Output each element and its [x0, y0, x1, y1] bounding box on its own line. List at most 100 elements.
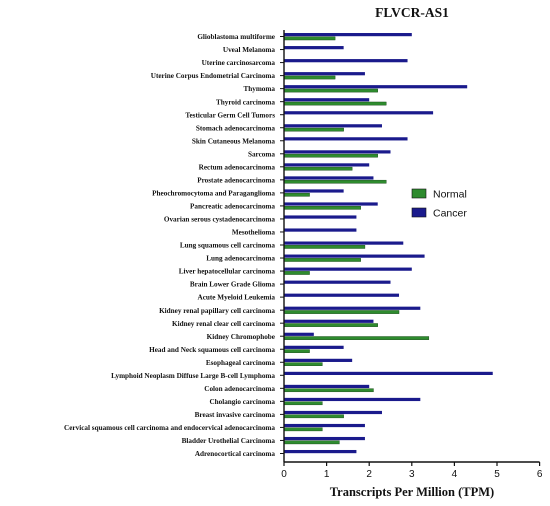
category-label: Cholangio carcinoma: [209, 398, 275, 406]
category-label: Bladder Urothelial Carcinoma: [182, 437, 276, 445]
bar-normal: [283, 127, 344, 132]
bar-cancer: [284, 397, 421, 402]
bar-normal: [283, 258, 361, 262]
bar-cancer: [284, 137, 408, 141]
bar-normal: [283, 427, 323, 432]
x-tick-label: 5: [494, 469, 500, 480]
category-label: Pheochromocytoma and Paraganglioma: [152, 189, 275, 197]
category-label: Ovarian serous cystadenocarcinoma: [164, 216, 276, 224]
category-label: Liver hepatocellular carcinoma: [179, 268, 276, 276]
category-label: Lung squamous cell carcinoma: [180, 242, 276, 250]
category-label: Head and Neck squamous cell carcinoma: [149, 346, 275, 354]
bar-cancer: [284, 241, 404, 245]
x-tick-label: 0: [281, 469, 287, 480]
bar-cancer: [284, 267, 412, 271]
bar-normal: [283, 336, 430, 340]
legend-swatch: [411, 188, 427, 199]
bar-normal: [283, 440, 340, 445]
bar-cancer: [284, 306, 421, 310]
bar-normal: [283, 414, 344, 419]
bar-normal: [283, 101, 387, 106]
category-label: Acute Myeloid Leukemia: [198, 294, 276, 302]
bar-normal: [283, 401, 323, 406]
bar-cancer: [284, 293, 400, 297]
category-label: Uveal Melanoma: [223, 46, 276, 54]
bar-cancer: [284, 449, 357, 454]
bar-cancer: [284, 124, 382, 128]
legend-swatch: [411, 207, 427, 218]
category-label: Thymoma: [243, 85, 275, 93]
category-label: Sarcoma: [248, 150, 275, 158]
bar-normal: [283, 179, 387, 184]
y-ticks: [280, 36, 284, 454]
bar-cancer: [284, 280, 391, 284]
bar-cancer: [284, 345, 344, 349]
category-label: Mesothelioma: [232, 229, 276, 237]
category-label: Kidney renal papillary cell carcinoma: [159, 307, 275, 315]
bar-cancer: [284, 410, 382, 415]
bar-normal: [283, 192, 310, 197]
legend: Normal Cancer: [411, 188, 467, 220]
category-label: Uterine carcinosarcoma: [202, 59, 276, 67]
category-label: Kidney renal clear cell carcinoma: [172, 320, 275, 328]
category-labels: Glioblastoma multiforme Uveal Melanoma Ute…: [64, 33, 275, 458]
bar-normal: [283, 388, 374, 393]
category-label: Adrenocortical carcinoma: [195, 450, 276, 458]
bar-cancer: [284, 371, 493, 376]
bar-cancer: [284, 254, 425, 258]
bar-cancer: [284, 319, 374, 323]
bar-normal: [283, 349, 310, 353]
bar-normal: [283, 153, 378, 158]
x-tick-label: 4: [452, 469, 458, 480]
category-label: Esophageal carcinoma: [206, 359, 276, 367]
category-label: Lung adenocarcinoma: [206, 255, 275, 263]
bar-cancer: [284, 72, 365, 76]
bars: [283, 33, 493, 454]
bar-cancer: [284, 332, 314, 336]
legend-label: Cancer: [433, 208, 467, 220]
chart-title: FLVCR-AS1: [375, 5, 449, 20]
bar-cancer: [284, 33, 412, 37]
bar-cancer: [284, 163, 370, 167]
bar-cancer: [284, 228, 357, 232]
category-label: Lymphoid Neoplasm Diffuse Large B-cell L…: [111, 372, 275, 380]
bar-normal: [283, 166, 353, 171]
bar-cancer: [284, 176, 374, 180]
bar-cancer: [284, 189, 344, 193]
x-tick-label: 3: [409, 469, 415, 480]
category-label: Uterine Corpus Endometrial Carcinoma: [151, 72, 276, 80]
bar-cancer: [284, 202, 378, 206]
bar-cancer: [284, 46, 344, 50]
bar-normal: [283, 310, 400, 314]
x-tick-label: 1: [324, 469, 330, 480]
bar-cancer: [284, 85, 468, 89]
bar-normal: [283, 36, 336, 41]
bar-cancer: [284, 59, 408, 63]
category-label: Colon adenocarcinoma: [204, 385, 275, 393]
category-label: Rectum adenocarcinoma: [199, 163, 276, 171]
bar-cancer: [284, 150, 391, 154]
x-ticks: 0 1 2 3 4 5 6: [281, 462, 543, 480]
bar-normal: [283, 75, 336, 80]
x-tick-label: 2: [366, 469, 372, 480]
category-label: Kidney Chromophobe: [207, 333, 275, 341]
category-label: Prostate adenocarcinoma: [197, 176, 275, 184]
category-label: Skin Cutaneous Melanoma: [192, 137, 275, 145]
category-label: Thyroid carcinoma: [216, 98, 275, 106]
legend-label: Normal: [433, 189, 467, 201]
bar-normal: [283, 88, 378, 93]
bar-cancer: [284, 111, 434, 115]
category-label: Glioblastoma multiforme: [197, 33, 275, 41]
bar-normal: [283, 362, 323, 366]
x-axis-label: Transcripts Per Million (TPM): [330, 485, 494, 499]
category-label: Brain Lower Grade Glioma: [190, 281, 276, 289]
category-label: Cervical squamous cell carcinoma and end…: [64, 424, 275, 432]
bar-cancer: [284, 423, 365, 428]
bar-normal: [283, 271, 310, 275]
category-label: Pancreatic adenocarcinoma: [190, 203, 275, 211]
category-label: Stomach adenocarcinoma: [196, 124, 276, 132]
bar-cancer: [284, 215, 357, 219]
bar-cancer: [284, 436, 365, 441]
bar-normal: [283, 245, 366, 249]
